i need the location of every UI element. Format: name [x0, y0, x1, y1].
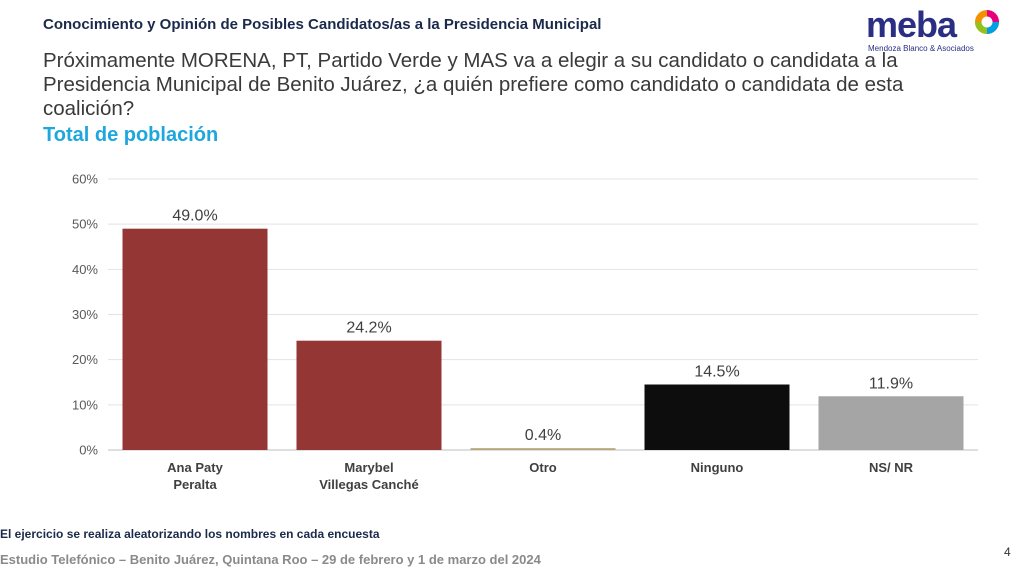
- bar: [470, 448, 616, 450]
- bar: [644, 384, 790, 450]
- data-label: 24.2%: [346, 320, 391, 337]
- page-number: 4: [1004, 545, 1011, 559]
- bar: [296, 340, 442, 450]
- x-tick-label-line: Villegas Canché: [319, 477, 418, 492]
- slide-header-title: Conocimiento y Opinión de Posibles Candi…: [43, 16, 602, 33]
- x-tick-label: NS/ NR: [869, 460, 914, 475]
- x-tick-label: Ninguno: [691, 460, 744, 475]
- x-tick-label-line: Marybel: [344, 460, 393, 475]
- y-tick-label: 20%: [72, 352, 98, 367]
- logo-swirl-icon: [975, 10, 999, 34]
- x-tick-label-line: Ninguno: [691, 460, 744, 475]
- bar: [122, 228, 268, 450]
- x-tick-label: Ana Paty Peralta: [167, 460, 223, 492]
- x-tick-label-line: Peralta: [173, 477, 217, 492]
- x-tick-label: Otro: [529, 460, 557, 475]
- bar: [818, 396, 964, 450]
- data-label: 11.9%: [869, 375, 913, 392]
- study-footer: Estudio Telefónico – Benito Juárez, Quin…: [0, 552, 541, 567]
- y-tick-label: 0%: [79, 443, 98, 458]
- x-tick-label-line: Ana Paty: [167, 460, 223, 475]
- logo-tagline: Mendoza Blanco & Asociados: [868, 44, 974, 53]
- survey-question: Próximamente MORENA, PT, Partido Verde y…: [43, 49, 904, 120]
- x-tick-label-line: Otro: [529, 460, 557, 475]
- y-tick-label: 10%: [72, 397, 98, 412]
- x-tick-label: Marybel Villegas Canché: [319, 460, 418, 492]
- y-tick-label: 30%: [72, 307, 98, 322]
- y-tick-label: 60%: [72, 172, 98, 187]
- meba-logo: meba Mendoza Blanco & Asociados: [866, 4, 1006, 58]
- chart-subtitle: Total de población: [43, 124, 219, 146]
- data-label: 49.0%: [172, 208, 217, 225]
- y-tick-label: 40%: [72, 262, 98, 277]
- y-tick-label: 50%: [72, 217, 98, 232]
- logo-wordmark: meba: [866, 4, 957, 45]
- data-label: 14.5%: [694, 364, 739, 381]
- data-label: 0.4%: [525, 427, 561, 444]
- x-tick-label-line: NS/ NR: [869, 460, 914, 475]
- methodology-note: El ejercicio se realiza aleatorizando lo…: [0, 527, 380, 541]
